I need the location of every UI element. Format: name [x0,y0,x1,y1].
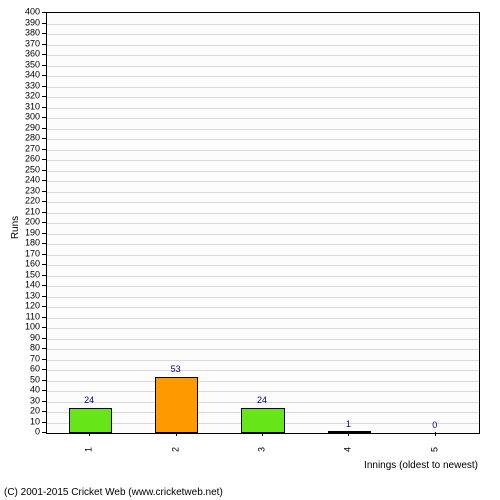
ytick-label: 10 [30,417,40,426]
bar-value-label: 24 [84,396,94,405]
ytick-label: 60 [30,365,40,374]
xtick-label: 5 [430,447,439,452]
xtick-label: 2 [171,447,180,452]
xtick-label: 1 [85,447,94,452]
x-axis-label: Innings (oldest to newest) [364,460,478,471]
ytick-label: 50 [30,375,40,384]
ytick-label: 180 [25,239,40,248]
ytick-label: 200 [25,218,40,227]
ytick-label: 310 [25,102,40,111]
ytick-label: 320 [25,92,40,101]
ytick-label: 30 [30,396,40,405]
ytick-label: 400 [25,8,40,17]
ytick-label: 0 [35,428,40,437]
ytick-label: 100 [25,323,40,332]
bar [241,408,284,433]
bar-value-label: 24 [257,396,267,405]
ytick-label: 20 [30,407,40,416]
bar [69,408,112,433]
ytick-label: 90 [30,333,40,342]
bar [328,431,371,433]
ytick-label: 40 [30,386,40,395]
ytick-label: 330 [25,81,40,90]
ytick-label: 170 [25,249,40,258]
ytick-label: 190 [25,228,40,237]
ytick-label: 210 [25,207,40,216]
ytick-label: 350 [25,60,40,69]
y-axis-label: Runs [10,216,21,239]
ytick-label: 220 [25,197,40,206]
bar-value-label: 1 [346,420,351,429]
ytick-label: 380 [25,29,40,38]
ytick-label: 260 [25,155,40,164]
ytick-label: 340 [25,71,40,80]
ytick-label: 110 [26,312,40,321]
ytick-label: 270 [25,144,40,153]
bar-value-label: 53 [171,365,181,374]
xtick-label: 4 [344,447,353,452]
ytick-label: 150 [25,270,40,279]
ytick-label: 70 [30,354,40,363]
ytick-label: 290 [25,123,40,132]
ytick-label: 120 [25,302,40,311]
copyright-text: (C) 2001-2015 Cricket Web (www.cricketwe… [4,487,223,498]
ytick-label: 360 [25,50,40,59]
ytick-label: 390 [25,18,40,27]
plot-area [46,12,480,434]
ytick-label: 230 [25,186,40,195]
ytick-label: 130 [25,291,40,300]
ytick-label: 280 [25,134,40,143]
bar [155,377,198,433]
bar-value-label: 0 [432,421,437,430]
ytick-label: 370 [25,39,40,48]
ytick-label: 240 [25,176,40,185]
ytick-label: 300 [25,113,40,122]
ytick-label: 160 [25,260,40,269]
ytick-label: 80 [30,344,40,353]
ytick-label: 140 [25,281,40,290]
runs-chart: Runs Innings (oldest to newest) (C) 2001… [0,0,500,500]
ytick-label: 250 [25,165,40,174]
xtick-label: 3 [258,447,267,452]
